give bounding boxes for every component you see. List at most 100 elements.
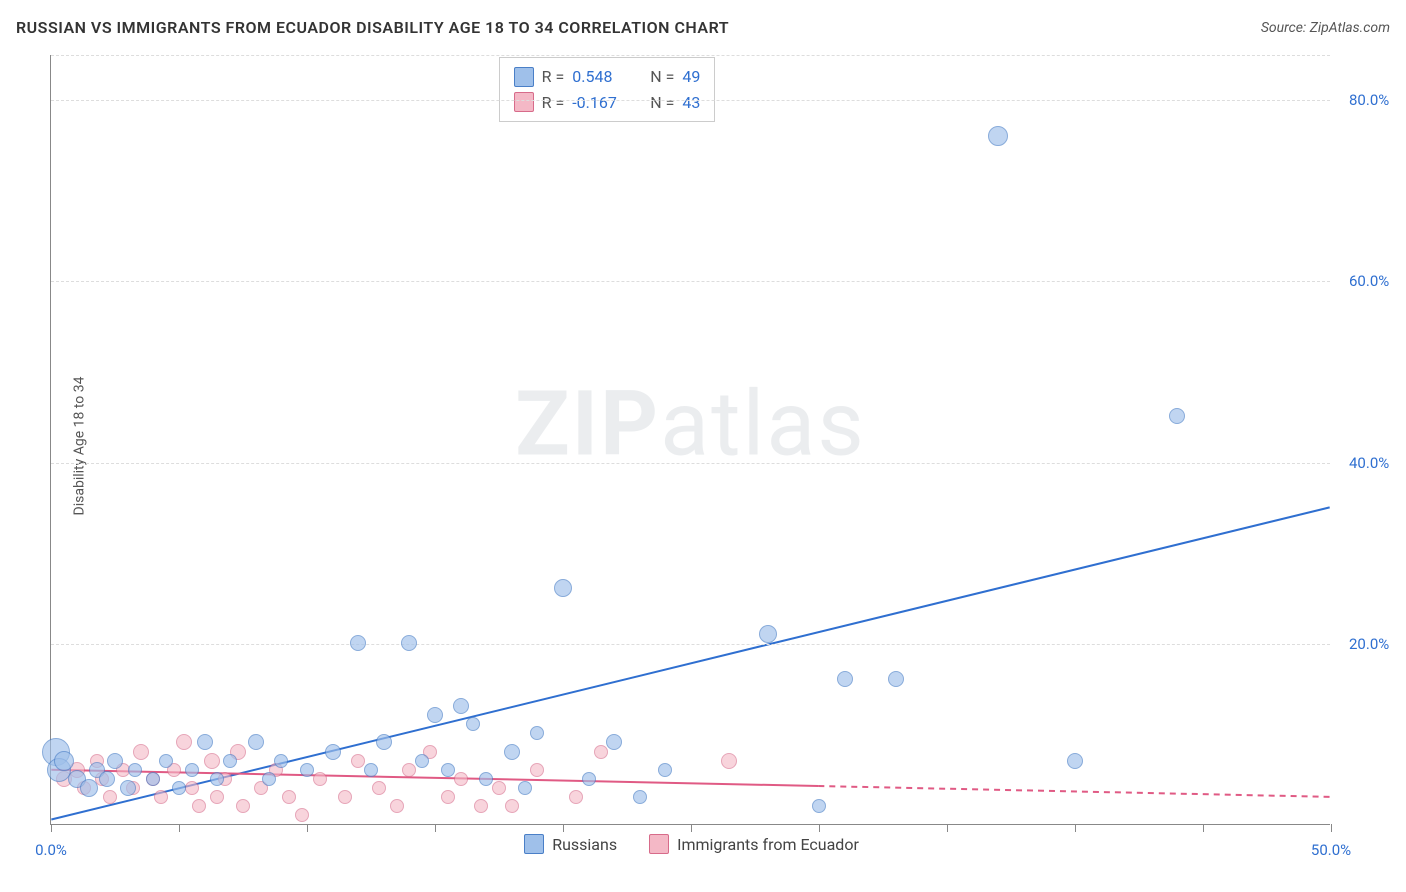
blue-data-point: [210, 772, 224, 786]
pink-data-point: [402, 763, 416, 777]
pink-trend-line: [818, 786, 1329, 797]
blue-data-point: [172, 781, 186, 795]
x-tick: [307, 824, 308, 832]
gridline-h: [51, 644, 1330, 645]
blue-data-point: [812, 799, 826, 813]
r-label: R =: [542, 64, 565, 90]
blue-data-point: [401, 635, 417, 651]
blue-data-point: [518, 781, 532, 795]
blue-trend-line: [51, 507, 1329, 819]
x-tick: [563, 824, 564, 832]
blue-data-point: [197, 734, 213, 750]
n-label: N =: [650, 64, 674, 90]
blue-data-point: [441, 763, 455, 777]
blue-data-point: [415, 754, 429, 768]
blue-data-point: [606, 734, 622, 750]
source-attribution: Source: ZipAtlas.com: [1261, 20, 1390, 36]
pink-data-point: [282, 790, 296, 804]
pink-data-point: [594, 745, 608, 759]
r-label: R =: [542, 90, 565, 116]
blue-data-point: [364, 763, 378, 777]
blue-data-point: [107, 753, 123, 769]
y-tick-label: 80.0%: [1349, 91, 1389, 109]
pink-data-point: [154, 790, 168, 804]
x-tick: [1331, 824, 1332, 832]
legend-label: Immigrants from Ecuador: [677, 835, 859, 854]
pink-data-point: [313, 772, 327, 786]
blue-data-point: [376, 734, 392, 750]
blue-data-point: [504, 744, 520, 760]
r-value: 0.548: [572, 64, 632, 90]
x-tick: [1075, 824, 1076, 832]
blue-data-point: [759, 625, 777, 643]
trend-lines: [51, 55, 1330, 824]
pink-data-point: [351, 754, 365, 768]
scatter-plot: ZIPatlas R =0.548N =49R =-0.167N =43 Rus…: [50, 55, 1330, 825]
blue-data-point: [54, 751, 74, 771]
y-tick-label: 60.0%: [1349, 272, 1389, 290]
pink-data-point: [492, 781, 506, 795]
x-tick: [51, 824, 52, 832]
x-tick: [1203, 824, 1204, 832]
blue-data-point: [185, 763, 199, 777]
blue-data-point: [427, 707, 443, 723]
legend-item: Russians: [524, 834, 617, 854]
blue-data-point: [350, 635, 366, 651]
pink-data-point: [338, 790, 352, 804]
pink-data-point: [295, 808, 309, 822]
blue-data-point: [300, 763, 314, 777]
series-swatch: [514, 67, 534, 87]
blue-data-point: [146, 772, 160, 786]
blue-data-point: [633, 790, 647, 804]
x-tick-label: 0.0%: [35, 841, 67, 859]
x-tick: [819, 824, 820, 832]
pink-data-point: [569, 790, 583, 804]
blue-data-point: [274, 754, 288, 768]
legend-swatch: [524, 834, 544, 854]
n-label: N =: [650, 90, 674, 116]
pink-data-point: [441, 790, 455, 804]
x-tick: [691, 824, 692, 832]
pink-data-point: [103, 790, 117, 804]
series-swatch: [514, 92, 534, 112]
stats-row: R = -0.167 N = 43: [514, 90, 701, 116]
blue-data-point: [262, 772, 276, 786]
blue-data-point: [99, 771, 115, 787]
stats-row: R = 0.548 N = 49: [514, 64, 701, 90]
series-legend: Russians Immigrants from Ecuador: [524, 834, 881, 854]
blue-data-point: [1067, 753, 1083, 769]
pink-data-point: [454, 772, 468, 786]
y-tick-label: 20.0%: [1349, 635, 1389, 653]
correlation-stats-box: R = 0.548 N = 49 R = -0.167 N = 43: [499, 57, 716, 122]
blue-data-point: [479, 772, 493, 786]
pink-data-point: [505, 799, 519, 813]
pink-data-point: [204, 753, 220, 769]
blue-data-point: [554, 579, 572, 597]
blue-data-point: [223, 754, 237, 768]
gridline-h: [51, 100, 1330, 101]
blue-data-point: [582, 772, 596, 786]
pink-data-point: [372, 781, 386, 795]
blue-data-point: [988, 126, 1008, 146]
pink-data-point: [210, 790, 224, 804]
pink-data-point: [474, 799, 488, 813]
y-tick-label: 40.0%: [1349, 454, 1389, 472]
blue-data-point: [120, 780, 136, 796]
blue-data-point: [453, 698, 469, 714]
blue-data-point: [466, 717, 480, 731]
legend-item: Immigrants from Ecuador: [649, 834, 859, 854]
legend-swatch: [649, 834, 669, 854]
blue-data-point: [325, 744, 341, 760]
blue-data-point: [159, 754, 173, 768]
pink-data-point: [236, 799, 250, 813]
n-value: 49: [682, 64, 700, 90]
pink-data-point: [390, 799, 404, 813]
r-value: -0.167: [572, 90, 632, 116]
pink-data-point: [133, 744, 149, 760]
n-value: 43: [682, 90, 700, 116]
pink-data-point: [530, 763, 544, 777]
gridline-h: [51, 281, 1330, 282]
blue-data-point: [128, 763, 142, 777]
gridline-h: [51, 55, 1330, 56]
x-tick-label: 50.0%: [1311, 841, 1351, 859]
